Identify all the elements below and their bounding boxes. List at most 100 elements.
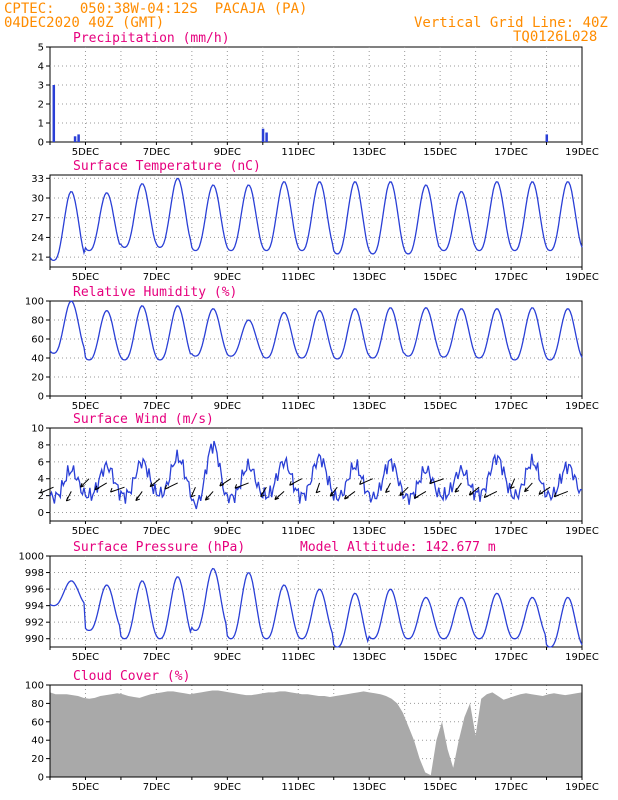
- panel-title: Relative Humidity (%): [73, 285, 237, 300]
- precip-bar: [265, 132, 268, 142]
- wind-vector: [289, 478, 303, 486]
- x-tick-label: 7DEC: [143, 526, 170, 537]
- wind-vector: [190, 486, 196, 498]
- wind-vector: [553, 490, 568, 498]
- x-tick-label: 15DEC: [423, 147, 457, 158]
- y-tick-label: 27: [31, 213, 44, 224]
- x-tick-label: 13DEC: [352, 401, 386, 412]
- series-line: [49, 300, 583, 361]
- x-tick-label: 17DEC: [494, 782, 528, 793]
- y-tick-label: 4: [38, 474, 44, 485]
- x-tick-label: 19DEC: [565, 652, 599, 663]
- y-tick-label: 0: [38, 138, 44, 149]
- y-tick-label: 996: [25, 585, 44, 596]
- x-tick-label: 9DEC: [214, 782, 241, 793]
- panel-title: Surface Wind (m/s): [73, 412, 214, 427]
- x-tick-label: 13DEC: [352, 652, 386, 663]
- x-tick-label: 9DEC: [214, 401, 241, 412]
- wind-vector: [65, 491, 72, 502]
- y-tick-label: 8: [38, 440, 44, 451]
- wind-vector: [204, 491, 214, 501]
- wind-vector: [413, 490, 427, 499]
- wind-vector: [385, 482, 391, 493]
- wind-vector: [80, 478, 90, 488]
- wind-vector: [468, 486, 480, 496]
- x-tick-label: 13DEC: [352, 272, 386, 283]
- x-tick-label: 15DEC: [423, 782, 457, 793]
- x-tick-label: 19DEC: [565, 782, 599, 793]
- x-tick-label: 15DEC: [423, 652, 457, 663]
- header-code: TQ0126L028: [513, 29, 598, 45]
- panel-2: 21 24 27 30 33 5DEC 7DEC 9DEC 11DEC 13DEC 15DEC 17D…: [31, 159, 599, 283]
- x-tick-label: 11DEC: [281, 652, 315, 663]
- panel-title: Precipitation (mm/h): [73, 31, 230, 46]
- y-tick-label: 992: [25, 618, 44, 629]
- x-tick-label: 15DEC: [423, 526, 457, 537]
- x-tick-label: 17DEC: [494, 272, 528, 283]
- x-tick-label: 13DEC: [352, 147, 386, 158]
- y-tick-label: 20: [31, 754, 44, 765]
- y-tick-label: 4: [38, 62, 44, 73]
- panel-5: 990 992 994 996 998 1000 5DEC 7DEC 9DEC 11DEC 13DE…: [19, 540, 599, 663]
- wind-vector: [524, 482, 533, 493]
- x-tick-label: 9DEC: [214, 526, 241, 537]
- y-tick-label: 20: [31, 373, 44, 384]
- header-grid-note: Vertical Grid Line: 40Z: [414, 15, 608, 31]
- y-tick-label: 1: [38, 119, 44, 130]
- plot-frame: [49, 684, 583, 778]
- header-date: 04DEC2020 40Z (GMT): [4, 15, 165, 31]
- y-tick-label: 0: [38, 773, 44, 784]
- plot-frame: [49, 46, 583, 143]
- header-station: CPTEC: 050:38W-04:12S PACAJA (PA): [4, 1, 308, 17]
- x-tick-label: 7DEC: [143, 272, 170, 283]
- precip-bar: [261, 128, 265, 142]
- wind-vector: [359, 478, 373, 485]
- precip-bar: [77, 134, 80, 142]
- wind-vector: [315, 482, 321, 494]
- wind-vector: [219, 478, 232, 487]
- y-tick-label: 1000: [19, 552, 44, 563]
- wind-vector: [538, 486, 551, 495]
- precip-bar: [52, 85, 56, 142]
- y-tick-label: 2: [38, 491, 44, 502]
- x-tick-label: 7DEC: [143, 782, 170, 793]
- y-tick-label: 33: [31, 174, 44, 185]
- y-tick-label: 100: [25, 297, 44, 308]
- y-tick-label: 3: [38, 81, 44, 92]
- wind-vector: [234, 482, 249, 489]
- panel-title: Surface Temperature (nC): [73, 159, 261, 174]
- x-tick-label: 17DEC: [494, 652, 528, 663]
- x-tick-label: 19DEC: [565, 526, 599, 537]
- x-tick-label: 9DEC: [214, 652, 241, 663]
- y-tick-label: 10: [31, 424, 44, 435]
- wind-vector: [39, 486, 54, 494]
- x-tick-label: 5DEC: [72, 401, 99, 412]
- precip-bar: [545, 134, 549, 142]
- panel-1: 0 1 2 3 4 5 5DEC 7DEC 9DEC 11DEC 13DEC 15DEC 17DEC 19…: [38, 31, 599, 158]
- y-tick-label: 100: [25, 681, 44, 692]
- x-tick-label: 9DEC: [214, 147, 241, 158]
- y-tick-label: 60: [31, 717, 44, 728]
- series-line: [49, 177, 583, 262]
- y-tick-label: 2: [38, 100, 44, 111]
- x-tick-label: 15DEC: [423, 272, 457, 283]
- plot-frame: [49, 300, 583, 397]
- x-tick-label: 9DEC: [214, 272, 241, 283]
- x-tick-label: 7DEC: [143, 401, 170, 412]
- plot-frame: [49, 427, 583, 522]
- panel-3: 0 20 40 60 80 100 5DEC 7DEC 9DEC 11DEC 13DEC 15DEC 1…: [25, 285, 599, 412]
- panel-title: Surface Pressure (hPa): [73, 540, 245, 555]
- wind-vector: [510, 478, 516, 489]
- y-tick-label: 60: [31, 335, 44, 346]
- y-tick-label: 24: [31, 233, 44, 244]
- x-tick-label: 15DEC: [423, 401, 457, 412]
- x-tick-label: 17DEC: [494, 147, 528, 158]
- y-tick-label: 0: [38, 508, 44, 519]
- wind-vector: [429, 478, 444, 485]
- panel-6: 0 20 40 60 80 100 5DEC 7DEC 9DEC 11DEC 13DEC 15DEC 1…: [25, 669, 599, 793]
- cloud-area: [50, 690, 582, 777]
- x-tick-label: 11DEC: [281, 782, 315, 793]
- y-tick-label: 21: [31, 253, 44, 264]
- y-tick-label: 994: [25, 601, 44, 612]
- wind-vector: [260, 486, 267, 498]
